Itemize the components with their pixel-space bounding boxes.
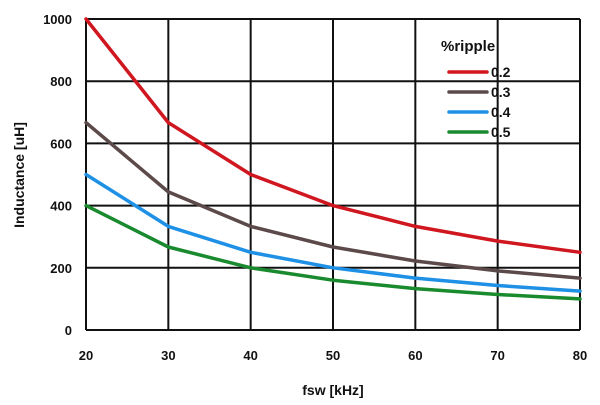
x-tick-label: 30 [161, 348, 175, 363]
series-lines [84, 17, 582, 301]
x-tick-label: 20 [79, 348, 93, 363]
x-tick-label: 50 [326, 348, 340, 363]
y-tick-label: 800 [50, 74, 72, 89]
y-tick-label: 1000 [43, 12, 72, 27]
x-tick-label: 60 [408, 348, 422, 363]
legend: %ripple 0.2 0.3 0.4 0.5 [441, 38, 511, 140]
x-tick-label: 40 [243, 348, 257, 363]
y-tick-label: 400 [50, 199, 72, 214]
y-axis-title: Inductance [uH] [11, 122, 27, 228]
legend-label-0.4: 0.4 [491, 104, 511, 120]
y-tick-label: 200 [50, 261, 72, 276]
y-tick-label: 0 [65, 323, 72, 338]
x-tick-label: 80 [573, 348, 587, 363]
legend-label-0.3: 0.3 [491, 84, 511, 100]
legend-label-0.5: 0.5 [491, 124, 511, 140]
legend-title: %ripple [441, 38, 495, 55]
series-line-0.4 [84, 172, 582, 293]
x-axis-title: fsw [kHz] [302, 382, 363, 398]
x-tick-label: 70 [490, 348, 504, 363]
series-line-0.2 [84, 17, 582, 255]
legend-label-0.2: 0.2 [491, 64, 511, 80]
y-tick-label: 600 [50, 136, 72, 151]
series-line-0.5 [84, 203, 582, 301]
series-line-0.3 [84, 120, 582, 280]
